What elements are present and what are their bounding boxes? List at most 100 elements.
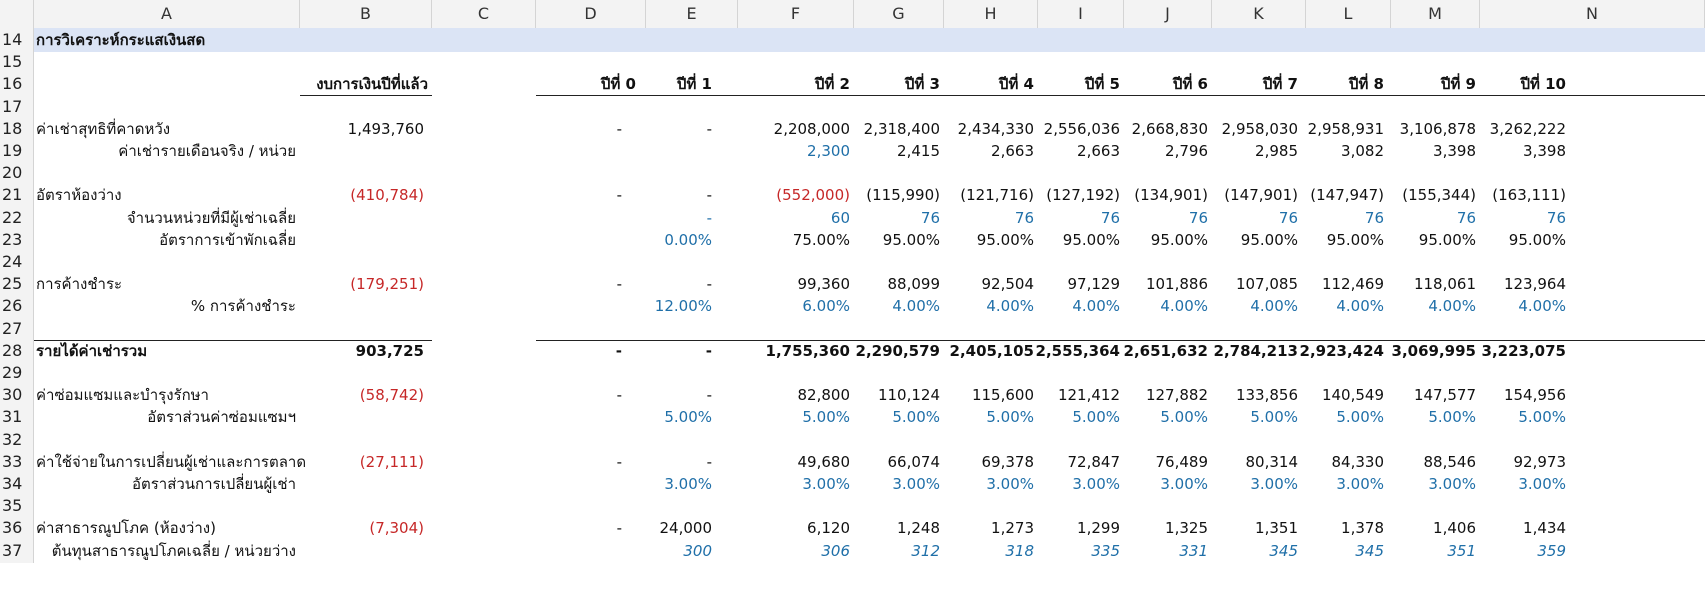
select-all-corner[interactable] bbox=[0, 0, 34, 28]
row-20: 20 bbox=[0, 161, 1705, 186]
column-header-b[interactable]: B bbox=[300, 0, 432, 28]
value-cell: 112,469 bbox=[1321, 275, 1384, 294]
value-cell: 110,124 bbox=[877, 386, 940, 405]
row-label: ค่าซ่อมแซมและบำรุงรักษา bbox=[36, 386, 209, 405]
row-header[interactable]: 23 bbox=[0, 227, 34, 252]
row-label: จำนวนหน่วยที่มีผู้เช่าเฉลี่ย bbox=[126, 208, 296, 227]
column-header-i[interactable]: I bbox=[1038, 0, 1124, 28]
value-cell: 154,956 bbox=[1503, 386, 1566, 405]
value-cell: 3,262,222 bbox=[1489, 119, 1566, 138]
value-cell: (155,344) bbox=[1402, 186, 1476, 205]
row-label: ค่าใช้จ่ายในการเปลี่ยนผู้เช่าและการตลาด bbox=[36, 452, 307, 471]
column-header-m[interactable]: M bbox=[1391, 0, 1480, 28]
row-header[interactable]: 32 bbox=[0, 427, 34, 452]
value-cell: 92,504 bbox=[981, 275, 1035, 294]
row-header[interactable]: 27 bbox=[0, 316, 34, 341]
value-cell: - bbox=[616, 386, 622, 405]
column-header-d[interactable]: D bbox=[536, 0, 646, 28]
value-cell: 123,964 bbox=[1503, 275, 1566, 294]
value-cell: 75.00% bbox=[792, 230, 850, 249]
year-header: ปีที่ 5 bbox=[1084, 75, 1120, 94]
year-header: ปีที่ 1 bbox=[676, 75, 712, 94]
value-cell: 147,577 bbox=[1413, 386, 1476, 405]
value-cell: 95.00% bbox=[882, 230, 940, 249]
column-header-n[interactable]: N bbox=[1480, 0, 1705, 28]
row-label: อัตราห้องว่าง bbox=[36, 186, 122, 205]
row-header[interactable]: 17 bbox=[0, 94, 34, 119]
column-header-e[interactable]: E bbox=[646, 0, 738, 28]
value-cell: 95.00% bbox=[1418, 230, 1476, 249]
value-cell: 24,000 bbox=[659, 519, 713, 538]
row-header[interactable]: 26 bbox=[0, 294, 34, 319]
value-cell: 345 bbox=[1269, 541, 1298, 560]
row-label: รายได้ค่าเช่ารวม bbox=[36, 341, 148, 360]
column-header-g[interactable]: G bbox=[854, 0, 944, 28]
value-cell: 88,099 bbox=[887, 275, 941, 294]
row-33: 33 ค่าใช้จ่ายในการเปลี่ยนผู้เช่าและการตลา… bbox=[0, 449, 1705, 474]
row-17: 17 bbox=[0, 94, 1705, 119]
value-cell: 5.00% bbox=[986, 408, 1034, 427]
column-header-l[interactable]: L bbox=[1306, 0, 1391, 28]
value-cell: 0.00% bbox=[664, 230, 712, 249]
column-header-f[interactable]: F bbox=[738, 0, 854, 28]
total-line bbox=[536, 339, 1705, 341]
value-cell: 3.00% bbox=[1160, 475, 1208, 493]
value-cell: 2,958,030 bbox=[1221, 119, 1298, 138]
year-header: ปีที่ 6 bbox=[1172, 75, 1208, 94]
value-cell: 3,223,075 bbox=[1481, 341, 1566, 360]
year-header: ปีที่ 0 bbox=[600, 75, 636, 94]
value-cell: 101,886 bbox=[1145, 275, 1208, 294]
value-cell: 351 bbox=[1447, 541, 1476, 560]
budget-value: (179,251) bbox=[350, 275, 424, 294]
row-14: 14 การวิเคราะห์กระแสเงินสด bbox=[0, 28, 1705, 52]
row-header[interactable]: 14 bbox=[0, 28, 34, 52]
row-header[interactable]: 18 bbox=[0, 116, 34, 141]
row-header[interactable]: 33 bbox=[0, 449, 34, 474]
value-cell: 4.00% bbox=[892, 297, 940, 316]
value-cell: 2,663 bbox=[1077, 142, 1120, 160]
row-header[interactable]: 16 bbox=[0, 72, 34, 97]
value-cell: 3.00% bbox=[986, 475, 1034, 493]
row-header[interactable]: 35 bbox=[0, 494, 34, 519]
value-cell: 5.00% bbox=[1336, 408, 1384, 427]
row-header[interactable]: 30 bbox=[0, 383, 34, 408]
value-cell: 12.00% bbox=[654, 297, 712, 316]
row-header[interactable]: 31 bbox=[0, 405, 34, 430]
row-header[interactable]: 29 bbox=[0, 361, 34, 385]
value-cell: 5.00% bbox=[802, 408, 850, 427]
value-cell: 115,600 bbox=[971, 386, 1034, 405]
row-header[interactable]: 21 bbox=[0, 183, 34, 208]
value-cell: (127,192) bbox=[1046, 186, 1120, 205]
row-28: 28 รายได้ค่าเช่ารวม 903,725 - - 1,755,360 2,29… bbox=[0, 338, 1705, 363]
value-cell: 133,856 bbox=[1235, 386, 1298, 405]
row-header[interactable]: 20 bbox=[0, 161, 34, 186]
value-cell: 318 bbox=[1005, 541, 1034, 560]
value-cell: 2,663 bbox=[991, 142, 1034, 160]
row-header[interactable]: 22 bbox=[0, 205, 34, 230]
column-header-j[interactable]: J bbox=[1124, 0, 1212, 28]
row-header[interactable]: 34 bbox=[0, 472, 34, 496]
value-cell: 95.00% bbox=[1150, 230, 1208, 249]
value-cell: 331 bbox=[1179, 541, 1208, 560]
row-header[interactable]: 15 bbox=[0, 50, 34, 75]
value-cell: 2,651,632 bbox=[1123, 341, 1208, 360]
value-cell: 76 bbox=[1100, 208, 1120, 227]
row-label: อัตราการเข้าพักเฉลี่ย bbox=[159, 230, 296, 249]
row-header[interactable]: 25 bbox=[0, 272, 34, 297]
column-header-k[interactable]: K bbox=[1212, 0, 1306, 28]
value-cell: 2,405,105 bbox=[949, 341, 1034, 360]
row-header[interactable]: 19 bbox=[0, 139, 34, 163]
value-cell: 2,556,036 bbox=[1043, 119, 1120, 138]
row-header[interactable]: 36 bbox=[0, 516, 34, 541]
title-band bbox=[34, 28, 1705, 52]
column-header-h[interactable]: H bbox=[944, 0, 1038, 28]
row-24: 24 bbox=[0, 250, 1705, 274]
row-header[interactable]: 24 bbox=[0, 250, 34, 274]
value-cell: 2,923,424 bbox=[1299, 341, 1384, 360]
value-cell: 76 bbox=[1278, 208, 1298, 227]
row-header[interactable]: 37 bbox=[0, 538, 34, 563]
column-header-a[interactable]: A bbox=[34, 0, 300, 28]
row-header[interactable]: 28 bbox=[0, 338, 34, 363]
value-cell: (121,716) bbox=[960, 186, 1034, 205]
column-header-c[interactable]: C bbox=[432, 0, 536, 28]
